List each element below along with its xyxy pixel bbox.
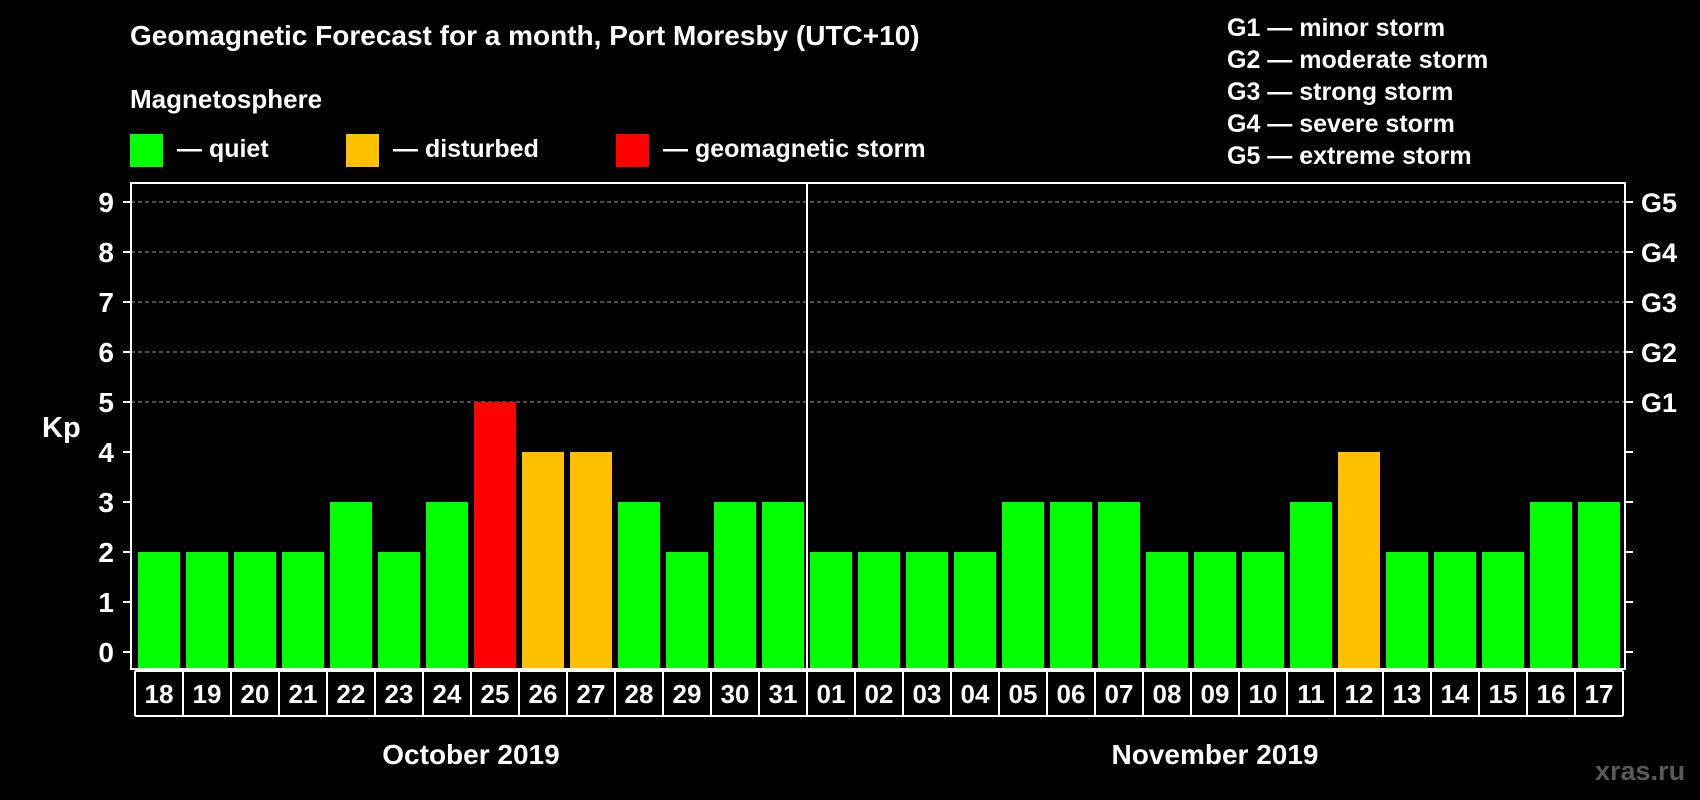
kp-bar bbox=[186, 552, 228, 668]
date-label: 17 bbox=[1585, 679, 1614, 709]
date-label: 10 bbox=[1249, 679, 1278, 709]
g-axis-label: G3 bbox=[1641, 288, 1677, 318]
legend-swatch-disturbed bbox=[346, 134, 379, 167]
kp-bar bbox=[1242, 552, 1284, 668]
date-label: 19 bbox=[193, 679, 222, 709]
g-scale-item: G5 — extreme storm bbox=[1227, 142, 1472, 170]
date-label: 12 bbox=[1345, 679, 1374, 709]
y-tick-label: 3 bbox=[98, 487, 114, 518]
kp-bar bbox=[1194, 552, 1236, 668]
g-axis-label: G2 bbox=[1641, 338, 1677, 368]
date-label: 26 bbox=[529, 679, 558, 709]
date-label: 28 bbox=[625, 679, 654, 709]
y-tick-label: 0 bbox=[98, 637, 114, 668]
kp-bar bbox=[138, 552, 180, 668]
kp-bar bbox=[954, 552, 996, 668]
kp-bar bbox=[906, 552, 948, 668]
kp-bar bbox=[522, 452, 564, 668]
date-label: 01 bbox=[817, 679, 846, 709]
date-label: 11 bbox=[1297, 679, 1325, 709]
date-label: 21 bbox=[289, 679, 318, 709]
date-label: 02 bbox=[865, 679, 894, 709]
date-label: 15 bbox=[1489, 679, 1518, 709]
g-axis-label: G5 bbox=[1641, 188, 1677, 218]
kp-bar bbox=[1050, 502, 1092, 668]
legend-label-storm: — geomagnetic storm bbox=[663, 135, 926, 163]
kp-bar bbox=[618, 502, 660, 668]
kp-bar bbox=[474, 402, 516, 668]
legend-label-quiet: — quiet bbox=[177, 135, 269, 163]
kp-bar bbox=[330, 502, 372, 668]
date-label: 18 bbox=[145, 679, 174, 709]
kp-bar bbox=[666, 552, 708, 668]
kp-bar bbox=[810, 552, 852, 668]
date-label: 14 bbox=[1441, 679, 1470, 709]
g-axis-label: G1 bbox=[1641, 388, 1677, 418]
month-label: October 2019 bbox=[382, 739, 559, 770]
y-axis-label: Kp bbox=[42, 412, 81, 444]
g-scale-item: G4 — severe storm bbox=[1227, 110, 1455, 138]
kp-bar bbox=[1290, 502, 1332, 668]
date-label: 23 bbox=[385, 679, 414, 709]
date-label: 13 bbox=[1393, 679, 1422, 709]
date-label: 30 bbox=[721, 679, 750, 709]
kp-bar bbox=[570, 452, 612, 668]
date-label: 22 bbox=[337, 679, 366, 709]
date-label: 06 bbox=[1057, 679, 1086, 709]
y-tick-label: 4 bbox=[98, 437, 114, 468]
date-label: 07 bbox=[1105, 679, 1134, 709]
y-tick-label: 9 bbox=[98, 187, 114, 218]
date-label: 29 bbox=[673, 679, 702, 709]
g-scale-item: G1 — minor storm bbox=[1227, 14, 1446, 42]
chart-title: Geomagnetic Forecast for a month, Port M… bbox=[130, 20, 920, 51]
date-label: 31 bbox=[769, 679, 798, 709]
y-tick-label: 8 bbox=[98, 237, 114, 268]
kp-bar bbox=[1002, 502, 1044, 668]
date-label: 08 bbox=[1153, 679, 1182, 709]
kp-bar bbox=[426, 502, 468, 668]
kp-bar bbox=[1578, 502, 1620, 668]
kp-bar bbox=[1482, 552, 1524, 668]
kp-bar bbox=[714, 502, 756, 668]
watermark: xras.ru bbox=[1595, 756, 1686, 786]
kp-bar bbox=[1530, 502, 1572, 668]
date-label: 04 bbox=[961, 679, 990, 709]
y-tick-label: 1 bbox=[98, 587, 114, 618]
month-label: November 2019 bbox=[1111, 739, 1318, 770]
date-label: 09 bbox=[1201, 679, 1230, 709]
g-axis-label: G4 bbox=[1641, 238, 1677, 268]
y-tick-label: 7 bbox=[98, 287, 114, 318]
kp-bar bbox=[1386, 552, 1428, 668]
date-label: 27 bbox=[577, 679, 606, 709]
g-scale-legend: G1 — minor storm G2 — moderate storm G3 … bbox=[1227, 12, 1488, 172]
y-tick-label: 6 bbox=[98, 337, 114, 368]
kp-bar bbox=[762, 502, 804, 668]
plot-frame bbox=[130, 182, 1626, 670]
date-label: 03 bbox=[913, 679, 942, 709]
date-label: 25 bbox=[481, 679, 510, 709]
g-scale-item: G2 — moderate storm bbox=[1227, 46, 1489, 74]
kp-bar bbox=[858, 552, 900, 668]
date-label: 20 bbox=[241, 679, 270, 709]
y-tick-label: 5 bbox=[98, 387, 114, 418]
date-label: 16 bbox=[1537, 679, 1566, 709]
legend-swatch-quiet bbox=[130, 134, 163, 167]
date-label: 05 bbox=[1009, 679, 1038, 709]
y-tick-label: 2 bbox=[98, 537, 114, 568]
kp-bar bbox=[1146, 552, 1188, 668]
kp-bar bbox=[1098, 502, 1140, 668]
g-scale-item: G3 — strong storm bbox=[1227, 78, 1454, 106]
kp-bar bbox=[282, 552, 324, 668]
kp-bar bbox=[234, 552, 276, 668]
kp-bar bbox=[1434, 552, 1476, 668]
kp-bar bbox=[378, 552, 420, 668]
legend-swatch-storm bbox=[616, 134, 649, 167]
legend-label-disturbed: — disturbed bbox=[393, 135, 539, 163]
section-label: Magnetosphere bbox=[130, 84, 323, 114]
date-label: 24 bbox=[433, 679, 462, 709]
kp-bar bbox=[1338, 452, 1380, 668]
